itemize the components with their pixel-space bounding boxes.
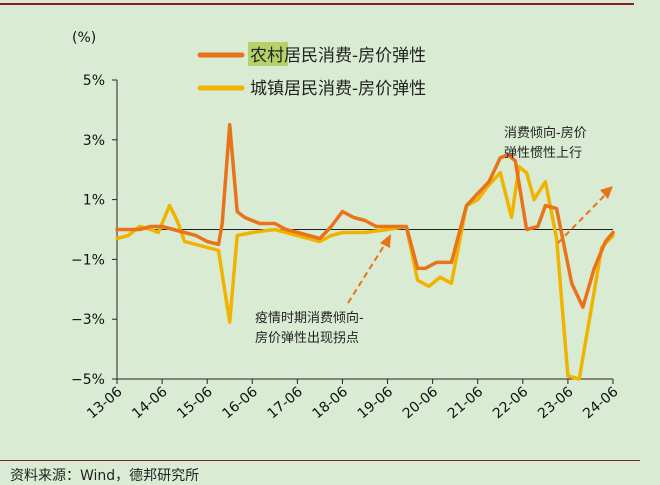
annotation-lower-line-1: 疫情时期消费倾向- (255, 310, 364, 326)
y-tick-label: −1% (71, 252, 105, 268)
line-chart: −5% −3% −1% 1% 3% 5% 13-06 14-06 15-06 16-06 17-0… (71, 30, 622, 422)
y-unit-label: (%) (72, 30, 96, 46)
x-tick-label: 23-06 (535, 384, 577, 422)
bottom-rule (0, 460, 640, 461)
legend-label-urban: 城镇居民消费-房价弹性 (250, 79, 426, 99)
top-rule (0, 3, 634, 5)
y-tick-label: 3% (83, 133, 105, 149)
annotation-upper-line-1: 消费倾向-房价 (504, 125, 587, 141)
x-tick-label: 15-06 (174, 384, 216, 422)
annotation-upper-arrowhead (600, 186, 613, 199)
x-tick-label: 17-06 (264, 384, 306, 422)
x-tick-label: 18-06 (310, 384, 352, 422)
series-line-rural (115, 123, 615, 309)
legend-label-rural: 农村居民消费-房价弹性 (250, 46, 426, 66)
x-tick-label: 24-06 (580, 384, 622, 422)
series-line-urban (115, 164, 615, 381)
annotation-lower-arrow (347, 240, 388, 304)
annotation-upper-line-2: 弹性惯性上行 (504, 145, 582, 161)
x-tick-label: 19-06 (355, 384, 397, 422)
annotation-lower-arrowhead (380, 234, 391, 248)
x-tick-label: 21-06 (445, 384, 487, 422)
source-note: 资料来源：Wind，德邦研究所 (10, 468, 200, 484)
x-tick-label: 20-06 (400, 384, 442, 422)
x-tick-label: 13-06 (84, 384, 126, 422)
annotation-upper-arrow (557, 191, 609, 244)
x-tick-label: 14-06 (129, 384, 171, 422)
x-tick-label: 16-06 (219, 384, 261, 422)
y-tick-label: 1% (83, 193, 105, 209)
y-tick-label: −5% (71, 372, 105, 388)
legend-highlight-box (248, 42, 288, 66)
annotation-lower-line-2: 房价弹性出现拐点 (255, 330, 359, 346)
x-tick-label: 22-06 (490, 384, 532, 422)
legend: 农村居民消费-房价弹性 城镇居民消费-房价弹性 (197, 42, 426, 99)
y-tick-label: 5% (83, 73, 105, 89)
y-tick-label: −3% (71, 312, 105, 328)
